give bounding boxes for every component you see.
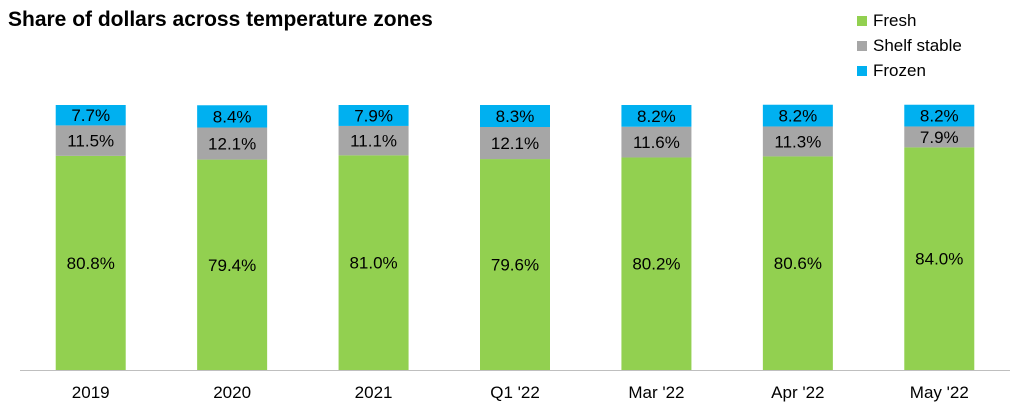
chart-title: Share of dollars across temperature zone… <box>8 8 433 31</box>
bar-segment-fresh <box>904 147 975 370</box>
legend-label-frozen: Frozen <box>873 60 926 80</box>
bar-segment-fresh <box>197 159 268 370</box>
data-label-shelf-stable: 11.6% <box>633 133 680 152</box>
data-label-frozen: 7.9% <box>354 106 393 125</box>
data-label-shelf-stable: 11.3% <box>774 132 821 151</box>
legend-label-fresh: Fresh <box>873 10 917 30</box>
bar-segment-shelf-stable <box>621 126 692 158</box>
bar-segment-shelf-stable <box>55 125 126 156</box>
data-label-fresh: 79.6% <box>491 256 539 275</box>
bar-segment-frozen <box>338 105 409 126</box>
data-label-shelf-stable: 7.9% <box>920 128 959 147</box>
data-label-frozen: 8.2% <box>778 107 817 126</box>
bar-segment-frozen <box>904 104 975 127</box>
bar-segment-frozen <box>55 105 126 126</box>
data-label-frozen: 8.4% <box>213 107 252 126</box>
bar-segment-fresh <box>338 155 409 370</box>
bar-segment-fresh <box>480 159 550 370</box>
legend-swatch-shelf-stable <box>857 40 867 51</box>
data-label-fresh: 80.8% <box>67 254 115 273</box>
x-tick-label: May '22 <box>910 383 969 402</box>
legend-label-shelf-stable: Shelf stable <box>873 35 962 55</box>
data-label-fresh: 84.0% <box>915 250 963 269</box>
bar-segment-shelf-stable <box>904 126 975 148</box>
bar-segment-frozen <box>197 105 268 128</box>
legend-item-frozen: Frozen <box>857 58 962 83</box>
legend-swatch-frozen <box>857 65 867 76</box>
data-label-fresh: 81.0% <box>349 254 397 273</box>
bar-segment-fresh <box>55 155 126 370</box>
x-tick-label: 2021 <box>355 383 393 402</box>
data-label-shelf-stable: 12.1% <box>208 135 256 154</box>
x-tick-label: 2019 <box>72 383 110 402</box>
legend-swatch-fresh <box>857 15 867 26</box>
x-tick-label: Q1 '22 <box>490 383 540 402</box>
x-tick-label: Mar '22 <box>628 383 684 402</box>
bar-segment-fresh <box>621 157 692 370</box>
data-label-shelf-stable: 12.1% <box>491 134 539 153</box>
bar-segment-fresh <box>762 156 833 370</box>
data-label-shelf-stable: 11.1% <box>350 132 397 151</box>
legend-item-fresh: Fresh <box>857 8 962 33</box>
bar-segment-frozen <box>621 105 692 127</box>
data-label-frozen: 8.3% <box>496 107 535 126</box>
x-tick-label: 2020 <box>213 383 251 402</box>
legend: Fresh Shelf stable Frozen <box>857 8 962 83</box>
bar-segment-frozen <box>480 105 550 127</box>
bar-segment-shelf-stable <box>762 126 833 157</box>
x-tick-label: Apr '22 <box>771 383 824 402</box>
legend-item-shelf-stable: Shelf stable <box>857 33 962 58</box>
data-label-shelf-stable: 11.5% <box>67 132 114 151</box>
data-label-fresh: 79.4% <box>208 256 256 275</box>
data-label-frozen: 7.7% <box>71 106 110 125</box>
data-label-frozen: 8.2% <box>920 107 959 126</box>
bar-segment-frozen <box>762 104 833 127</box>
data-label-frozen: 8.2% <box>637 107 676 126</box>
bar-segment-shelf-stable <box>197 127 268 160</box>
data-label-fresh: 80.2% <box>632 255 680 274</box>
bar-segment-shelf-stable <box>338 125 409 156</box>
data-label-fresh: 80.6% <box>774 254 822 273</box>
bar-segment-shelf-stable <box>480 126 550 160</box>
